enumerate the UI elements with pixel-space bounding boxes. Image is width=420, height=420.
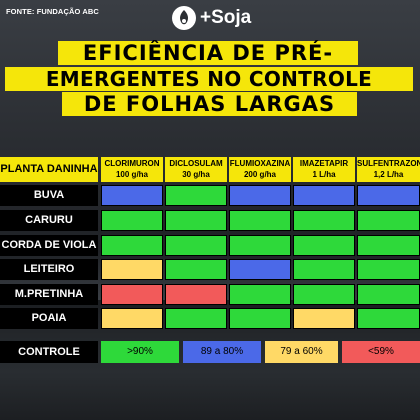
- efficiency-cell: [357, 259, 420, 280]
- herbicide-header: CLORIMURON 100 g/ha: [101, 157, 163, 182]
- herbicide-name: SULFENTRAZONE: [357, 159, 420, 168]
- efficiency-cell: [357, 235, 420, 256]
- efficiency-cell: [229, 185, 291, 206]
- efficiency-cell: [293, 308, 355, 329]
- control-label: CONTROLE: [0, 341, 98, 363]
- legend-green: >90%: [101, 341, 179, 363]
- efficiency-cell: [101, 259, 163, 280]
- legend-red: <59%: [342, 341, 420, 363]
- efficiency-cell: [165, 235, 227, 256]
- efficiency-cell: [101, 210, 163, 231]
- efficiency-cell: [229, 308, 291, 329]
- herbicide-dose: 1,2 L/ha: [373, 170, 404, 179]
- soybean-icon: [172, 6, 196, 30]
- efficiency-cell: [101, 235, 163, 256]
- efficiency-cell: [229, 210, 291, 231]
- herbicide-header: DICLOSULAM 30 g/ha: [165, 157, 227, 182]
- herbicide-name: IMAZETAPIR: [299, 159, 349, 168]
- row-label: M.PRETINHA: [0, 284, 98, 305]
- title-line-3: DE FOLHAS LARGAS: [62, 92, 357, 116]
- efficiency-cell: [165, 210, 227, 231]
- efficiency-cell: [357, 284, 420, 305]
- efficiency-cell: [165, 308, 227, 329]
- herbicide-name: CLORIMURON: [104, 159, 160, 168]
- legend-yellow: 79 a 60%: [265, 341, 338, 363]
- efficiency-cell: [293, 185, 355, 206]
- efficiency-cell: [293, 259, 355, 280]
- efficiency-cell: [293, 235, 355, 256]
- row-label: CARURU: [0, 210, 98, 231]
- efficiency-cell: [101, 284, 163, 305]
- herbicide-header: SULFENTRAZONE 1,2 L/ha: [357, 157, 420, 182]
- brand-name: +Soja: [200, 7, 252, 28]
- herbicide-dose: 1 L/ha: [312, 170, 336, 179]
- efficiency-cell: [229, 284, 291, 305]
- herbicide-header: FLUMIOXAZINA 200 g/ha: [229, 157, 291, 182]
- efficiency-cell: [293, 284, 355, 305]
- efficiency-cell: [357, 308, 420, 329]
- herbicide-dose: 100 g/ha: [115, 170, 148, 179]
- herbicide-dose: 30 g/ha: [182, 170, 210, 179]
- legend-blue: 89 a 80%: [183, 341, 261, 363]
- efficiency-cell: [357, 210, 420, 231]
- efficiency-cell: [357, 185, 420, 206]
- herbicide-name: DICLOSULAM: [169, 159, 223, 168]
- herbicide-name: FLUMIOXAZINA: [229, 159, 291, 168]
- efficiency-cell: [229, 259, 291, 280]
- row-label: BUVA: [0, 185, 98, 206]
- row-label: LEITEIRO: [0, 259, 98, 280]
- herbicide-dose: 200 g/ha: [243, 170, 276, 179]
- efficiency-cell: [293, 210, 355, 231]
- row-label: POAIA: [0, 308, 98, 329]
- plant-column-header: PLANTA DANINHA: [0, 157, 98, 182]
- efficiency-cell: [101, 185, 163, 206]
- efficiency-cell: [101, 308, 163, 329]
- title-line-1: EFICIÊNCIA DE PRÉ-: [58, 41, 358, 65]
- efficiency-cell: [165, 185, 227, 206]
- efficiency-cell: [165, 284, 227, 305]
- herbicide-header: IMAZETAPIR 1 L/ha: [293, 157, 355, 182]
- title-line-2: EMERGENTES NO CONTROLE: [5, 67, 413, 91]
- efficiency-cell: [229, 235, 291, 256]
- row-label: CORDA DE VIOLA: [0, 235, 98, 256]
- brand-logo: +Soja: [172, 4, 251, 32]
- source-label: FONTE: FUNDAÇÃO ABC: [6, 7, 99, 16]
- efficiency-cell: [165, 259, 227, 280]
